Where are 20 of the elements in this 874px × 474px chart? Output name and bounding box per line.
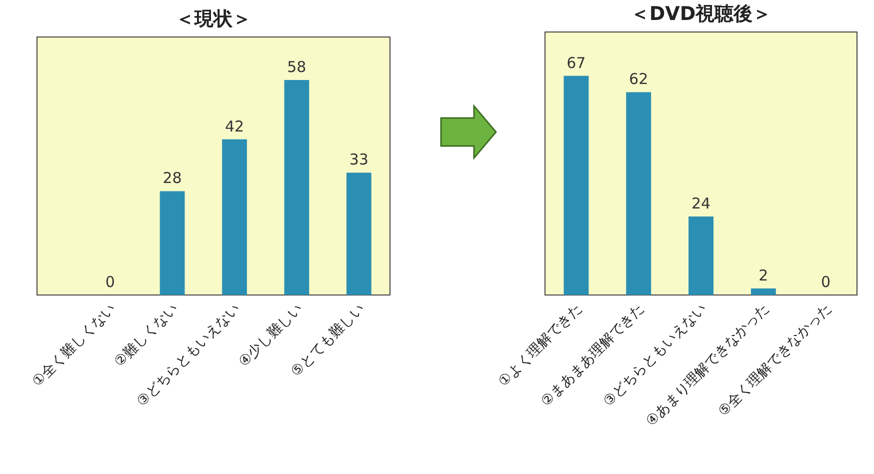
data-label: 58 xyxy=(287,58,306,76)
bar xyxy=(750,288,776,295)
bar xyxy=(160,191,185,295)
bar xyxy=(346,172,372,295)
bar xyxy=(284,80,310,295)
bar xyxy=(688,216,714,295)
bar xyxy=(626,92,652,295)
data-label: 67 xyxy=(566,54,586,72)
data-label: 24 xyxy=(691,194,711,212)
bar xyxy=(564,76,589,295)
data-label: 42 xyxy=(224,117,244,136)
chart-title: ＜現状＞ xyxy=(176,8,252,30)
data-label: 0 xyxy=(821,273,831,291)
data-label: 62 xyxy=(629,70,648,88)
data-label: 28 xyxy=(162,169,182,188)
data-label: 33 xyxy=(349,150,368,169)
bar xyxy=(222,139,247,295)
data-label: 0 xyxy=(105,273,115,291)
data-label: 2 xyxy=(758,266,768,284)
chart-title: ＜DVD視聴後＞ xyxy=(630,3,772,25)
